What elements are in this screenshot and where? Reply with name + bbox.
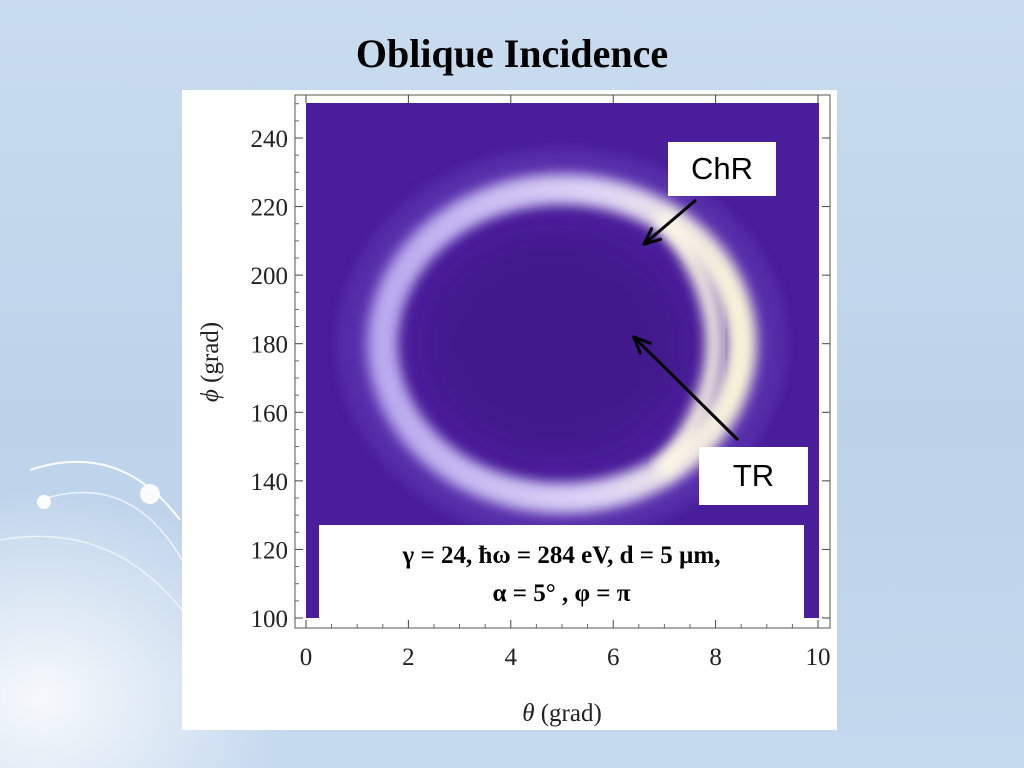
y-axis-label: ϕ (grad)	[197, 322, 224, 402]
ring-bright-edge	[653, 209, 724, 478]
y-tick-label: 180	[251, 332, 289, 359]
chr-label: ChR	[668, 142, 776, 196]
x-tick-label: 4	[505, 644, 518, 671]
x-tick-label: 8	[709, 644, 722, 671]
tr-label: TR	[699, 447, 808, 505]
x-tick-label: 6	[607, 644, 620, 671]
chr-arrow	[642, 198, 697, 246]
x-tick-label: 2	[402, 644, 415, 671]
y-tick-label: 160	[251, 400, 289, 427]
tr-arrow	[632, 335, 740, 442]
y-tick-label: 100	[251, 606, 289, 633]
slide-title: Oblique Incidence	[355, 31, 669, 76]
plot-edge-top	[295, 95, 830, 103]
y-tick-label: 140	[251, 469, 289, 496]
y-tick-label: 120	[251, 537, 289, 564]
y-tick-label: 200	[251, 263, 289, 290]
plot-edge-left	[295, 95, 306, 628]
y-tick-label: 220	[251, 195, 289, 222]
heatmap-figure: 0 2 4 6 8 10 100 120 140 160 180 200 220 240 θ (grad) ϕ…	[182, 90, 837, 730]
x-axis-label: θ (grad)	[522, 700, 602, 727]
parameter-line-2: α = 5° , φ = π	[492, 580, 631, 607]
chr-arrow-head	[642, 227, 663, 246]
tr-arrow-head	[632, 335, 652, 355]
parameter-line-1: γ = 24, ħω = 284 eV, d = 5 µm,	[402, 542, 721, 569]
plot-edge-right	[819, 95, 830, 628]
y-tick-label: 240	[251, 126, 289, 153]
x-tick-label: 10	[806, 644, 831, 671]
x-tick-label: 0	[300, 644, 313, 671]
parameter-box: γ = 24, ħω = 284 eV, d = 5 µm, α = 5° , …	[319, 525, 804, 618]
heatmap-ring	[367, 174, 757, 513]
ring-core	[424, 232, 684, 455]
